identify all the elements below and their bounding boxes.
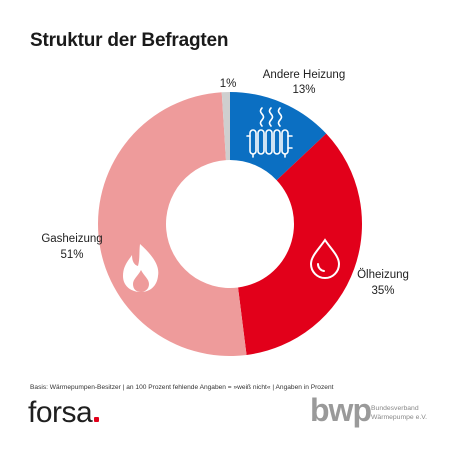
forsa-logo: forsa [28, 396, 93, 429]
slice-andere-heizung [230, 92, 327, 181]
footnote: Basis: Wärmepumpen-Besitzer | an 100 Pro… [30, 384, 334, 391]
bwp-logo-subtitle: Bundesverband Wärmepumpe e.V. [371, 405, 427, 422]
bwp-logo-line1: Bundesverband [371, 405, 419, 412]
slice-value-gas: 51% [60, 249, 83, 261]
forsa-logo-dot [94, 417, 99, 422]
slice-label-andere: Andere Heizung [263, 69, 345, 81]
bwp-logo: bwp [310, 392, 372, 428]
oil-drop-icon [309, 238, 341, 279]
slice-oelheizung [238, 133, 362, 355]
radiator-icon [246, 107, 293, 158]
chart-title: Struktur der Befragten [30, 30, 229, 51]
slice-label-oel: Ölheizung [357, 269, 409, 281]
slice-sonstige [221, 92, 230, 161]
slice-value-oel: 35% [371, 285, 394, 297]
flame-icon [123, 244, 159, 292]
slice-label-gas: Gasheizung [41, 233, 102, 245]
slice-value-andere: 13% [292, 84, 315, 96]
slice-value-other: 1% [220, 78, 237, 90]
bwp-logo-line2: Wärmepumpe e.V. [371, 413, 428, 421]
